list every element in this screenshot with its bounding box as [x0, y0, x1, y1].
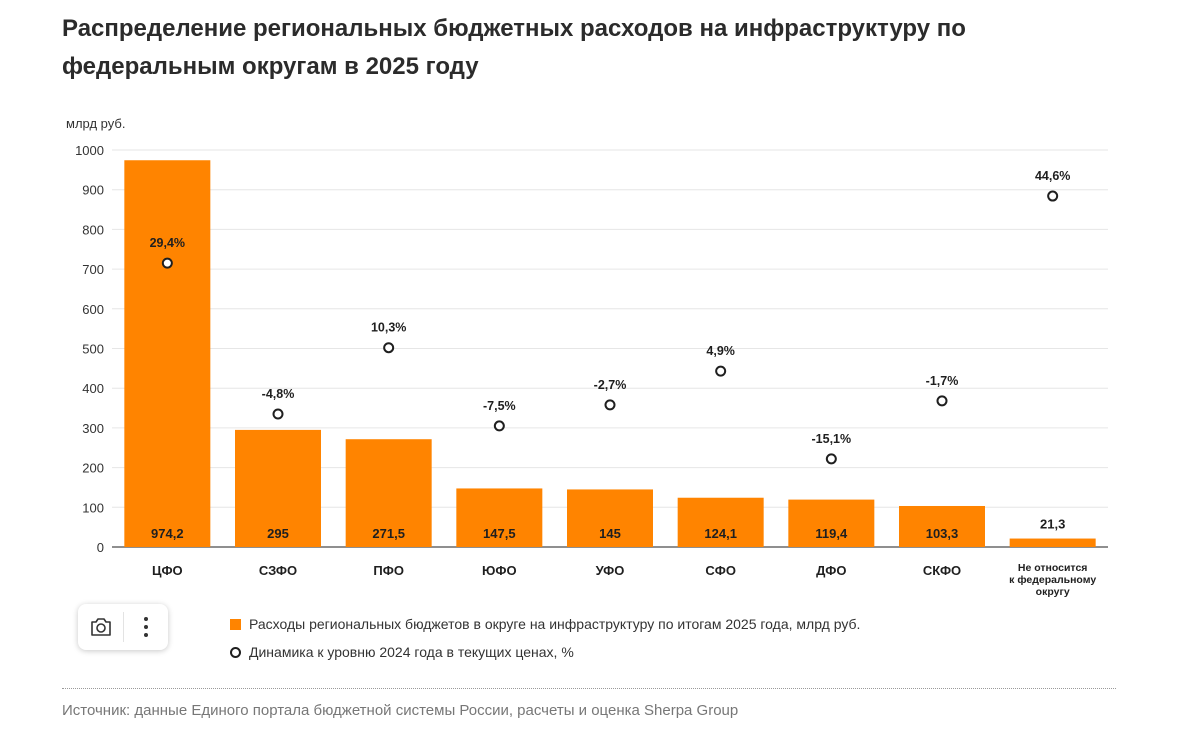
bar	[345, 439, 432, 547]
source-note: Источник: данные Единого портала бюджетн…	[62, 702, 739, 719]
dynamics-marker	[604, 399, 616, 411]
dynamics-marker	[715, 365, 727, 377]
legend-bar-swatch	[230, 618, 241, 630]
dynamics-label: 44,6%	[1035, 169, 1070, 183]
dynamics-label: 4,9%	[706, 344, 735, 358]
y-tick-label: 1000	[75, 143, 104, 158]
x-tick-label: ЮФО	[482, 563, 517, 578]
dynamics-label: -15,1%	[812, 432, 852, 446]
bar-value-label: 124,1	[704, 526, 737, 541]
bar	[899, 505, 985, 547]
x-tick-label-line: Не относится	[1018, 562, 1088, 574]
x-tick-label: УФО	[596, 563, 625, 578]
y-tick-label: 700	[82, 262, 104, 277]
dynamics-marker	[1047, 190, 1059, 202]
chart-toolbar	[78, 604, 168, 650]
bar	[456, 488, 543, 547]
y-axis-unit-label: млрд руб.	[66, 116, 125, 131]
bar-value-label: 147,5	[483, 526, 516, 541]
dynamics-marker	[493, 420, 505, 432]
y-tick-label: 500	[82, 342, 104, 357]
bar	[1009, 538, 1096, 547]
bar-value-label: 103,3	[926, 526, 959, 541]
bar-value-label: 974,2	[151, 526, 184, 541]
y-tick-label: 400	[82, 381, 104, 396]
y-tick-label: 900	[82, 183, 104, 198]
y-tick-label: 0	[97, 540, 104, 555]
dynamics-label: -7,5%	[483, 399, 516, 413]
bar	[788, 499, 875, 547]
chart-legend: Расходы региональных бюджетов в округе н…	[230, 610, 860, 666]
legend-item-dots: Динамика к уровню 2024 года в текущих це…	[230, 638, 860, 666]
more-vertical-icon	[143, 617, 148, 637]
dynamics-label: 29,4%	[150, 236, 185, 250]
y-tick-label: 300	[82, 421, 104, 436]
bar-value-label: 21,3	[1040, 517, 1065, 532]
y-tick-label: 200	[82, 461, 104, 476]
source-divider	[62, 688, 1116, 689]
bar-value-label: 295	[267, 526, 289, 541]
bar-value-label: 145	[599, 526, 621, 541]
y-tick-label: 800	[82, 222, 104, 237]
legend-item-bars: Расходы региональных бюджетов в округе н…	[230, 610, 860, 638]
bar-value-label: 271,5	[372, 526, 405, 541]
bar	[235, 429, 321, 547]
bar	[124, 160, 211, 547]
legend-dot-swatch	[230, 646, 241, 658]
chart-area: млрд руб. 0 100 200 300 400 500 600 700 800 900 100…	[66, 116, 1108, 598]
camera-icon	[90, 618, 111, 636]
dynamics-label: -1,7%	[926, 374, 959, 388]
dynamics-label: -2,7%	[594, 378, 627, 392]
y-tick-label: 600	[82, 302, 104, 317]
dynamics-label: 10,3%	[371, 321, 406, 335]
screenshot-button[interactable]	[78, 604, 123, 650]
y-tick-label: 100	[82, 500, 104, 515]
toolbar-divider	[123, 612, 124, 642]
more-options-button[interactable]	[123, 604, 168, 650]
x-tick-label: СКФО	[923, 563, 961, 578]
x-tick-label: СЗФО	[259, 563, 297, 578]
x-tick-label: ПФО	[373, 563, 404, 578]
bar-value-label: 119,4	[815, 526, 848, 541]
x-tick-label: ДФО	[816, 563, 846, 578]
dynamics-marker	[936, 395, 948, 407]
x-tick-label: СФО	[705, 563, 736, 578]
dynamics-marker	[383, 342, 395, 354]
legend-bar-label: Расходы региональных бюджетов в округе н…	[249, 616, 861, 632]
legend-dot-label: Динамика к уровню 2024 года в текущих це…	[249, 644, 574, 660]
dynamics-marker	[161, 257, 173, 269]
x-tick-label: ЦФО	[152, 563, 183, 578]
dynamics-marker	[272, 408, 284, 420]
dynamics-label: -4,8%	[262, 387, 295, 401]
x-tick-label-line: к федеральному	[1009, 574, 1096, 586]
chart-title: Распределение региональных бюджетных рас…	[62, 15, 966, 80]
dynamics-marker	[825, 453, 837, 465]
bar	[677, 497, 764, 547]
bar	[567, 489, 653, 547]
x-tick-label-line: округу	[1036, 586, 1070, 598]
